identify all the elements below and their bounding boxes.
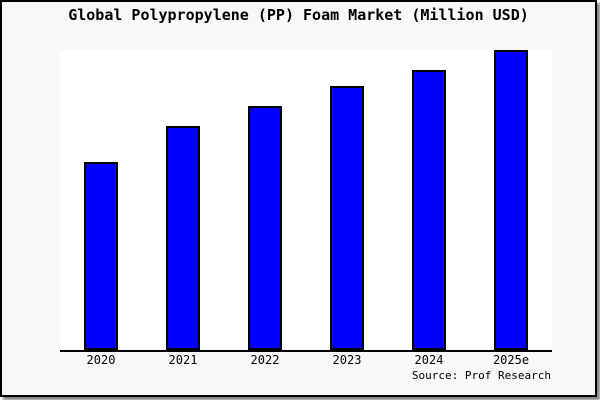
plot-area xyxy=(60,50,552,352)
x-axis-label-2023: 2023 xyxy=(332,353,362,367)
chart-title: Global Polypropylene (PP) Foam Market (M… xyxy=(68,6,529,24)
bar-2022 xyxy=(248,106,282,350)
bar-2024 xyxy=(412,69,446,350)
source-credit: Source: Prof Research xyxy=(411,369,551,382)
bar-2025e xyxy=(494,50,528,350)
x-axis-label-2024: 2024 xyxy=(414,353,444,367)
x-axis-label-2020: 2020 xyxy=(86,353,116,367)
x-axis-label-2025e: 2025e xyxy=(492,353,530,367)
bar-2020 xyxy=(84,161,118,350)
x-axis-label-2021: 2021 xyxy=(168,353,198,367)
bar-2023 xyxy=(330,86,364,350)
bar-2021 xyxy=(166,125,200,350)
x-axis-label-2022: 2022 xyxy=(250,353,280,367)
